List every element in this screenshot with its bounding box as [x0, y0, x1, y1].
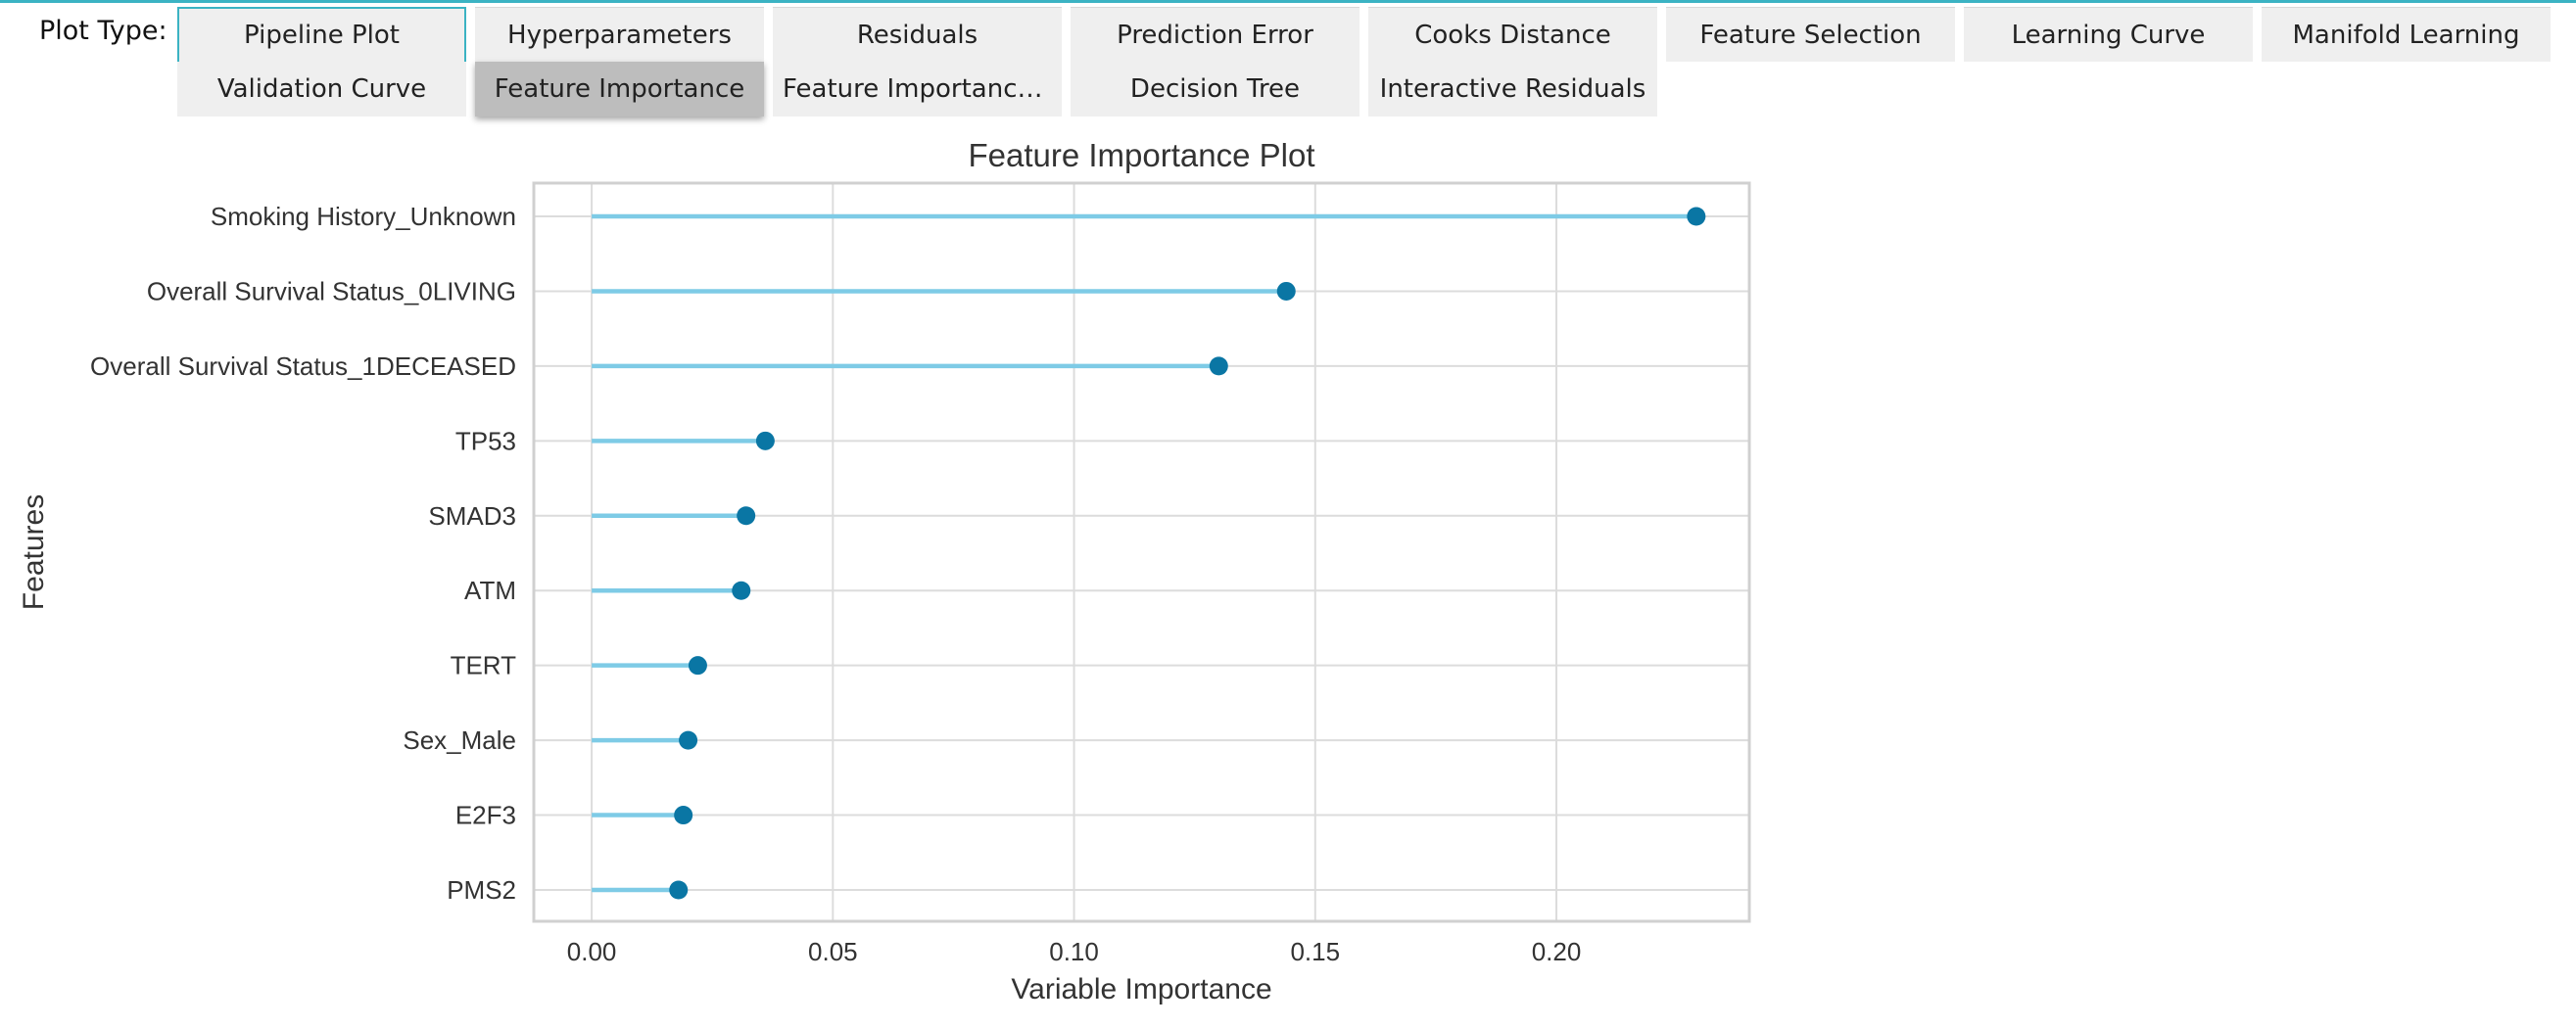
tab-interactive-residuals[interactable]: Interactive Residuals — [1368, 62, 1657, 117]
y-tick-label: SMAD3 — [428, 501, 516, 531]
tab-pipeline-plot[interactable]: Pipeline Plot — [177, 7, 466, 62]
tab-validation-curve[interactable]: Validation Curve — [177, 62, 466, 117]
y-tick-label: Sex_Male — [403, 725, 516, 755]
x-tick-label: 0.20 — [1532, 937, 1582, 966]
tab-prediction-error[interactable]: Prediction Error — [1071, 7, 1360, 62]
data-point — [679, 730, 698, 750]
data-point — [1276, 281, 1296, 301]
y-tick-label: Overall Survival Status_0LIVING — [147, 276, 516, 305]
plot-type-tabs: Pipeline Plot Hyperparameters Residuals Pre… — [177, 7, 2551, 117]
x-tick-labels: 0.00 0.05 0.10 0.15 0.20 — [567, 937, 1582, 966]
y-tick-label: Smoking History_Unknown — [211, 202, 516, 231]
plot-frame — [532, 181, 1751, 923]
x-axis-label: Variable Importance — [1011, 973, 1271, 1005]
chart-title: Feature Importance Plot — [968, 137, 1314, 173]
data-point — [732, 581, 751, 600]
data-point — [674, 806, 693, 825]
y-tick-label: TERT — [451, 651, 517, 680]
chart-gridlines — [534, 183, 1749, 921]
data-point — [688, 656, 707, 676]
x-tick-label: 0.00 — [567, 937, 617, 966]
data-point — [755, 431, 775, 450]
x-tick-label: 0.10 — [1049, 937, 1099, 966]
top-accent-line — [0, 0, 2576, 3]
y-axis-label: Features — [18, 494, 50, 610]
x-tick-label: 0.15 — [1290, 937, 1340, 966]
data-point — [669, 880, 689, 900]
tab-manifold-learning[interactable]: Manifold Learning — [2262, 7, 2551, 62]
tab-hyperparameters[interactable]: Hyperparameters — [475, 7, 764, 62]
y-tick-label: E2F3 — [455, 801, 516, 830]
y-tick-label: ATM — [464, 576, 516, 605]
data-point — [1209, 356, 1228, 376]
tab-cooks-distance[interactable]: Cooks Distance — [1368, 7, 1657, 62]
tab-learning-curve[interactable]: Learning Curve — [1964, 7, 2253, 62]
tab-feature-importance[interactable]: Feature Importance — [475, 62, 764, 117]
chart-stems — [592, 213, 1696, 893]
data-point — [1687, 207, 1706, 226]
y-tick-label: PMS2 — [447, 875, 516, 905]
y-tick-label: Overall Survival Status_1DECEASED — [90, 351, 516, 381]
tab-feature-selection[interactable]: Feature Selection — [1666, 7, 1955, 62]
data-point — [737, 506, 756, 526]
tab-feature-importance-2[interactable]: Feature Importance… — [773, 62, 1062, 117]
x-tick-label: 0.05 — [808, 937, 858, 966]
tab-residuals[interactable]: Residuals — [773, 7, 1062, 62]
plot-type-label: Plot Type: — [39, 16, 167, 46]
chart-dots — [669, 207, 1706, 900]
y-tick-label: TP53 — [455, 426, 516, 455]
y-tick-labels: Smoking History_Unknown Overall Survival … — [90, 202, 516, 905]
tab-decision-tree[interactable]: Decision Tree — [1071, 62, 1360, 117]
